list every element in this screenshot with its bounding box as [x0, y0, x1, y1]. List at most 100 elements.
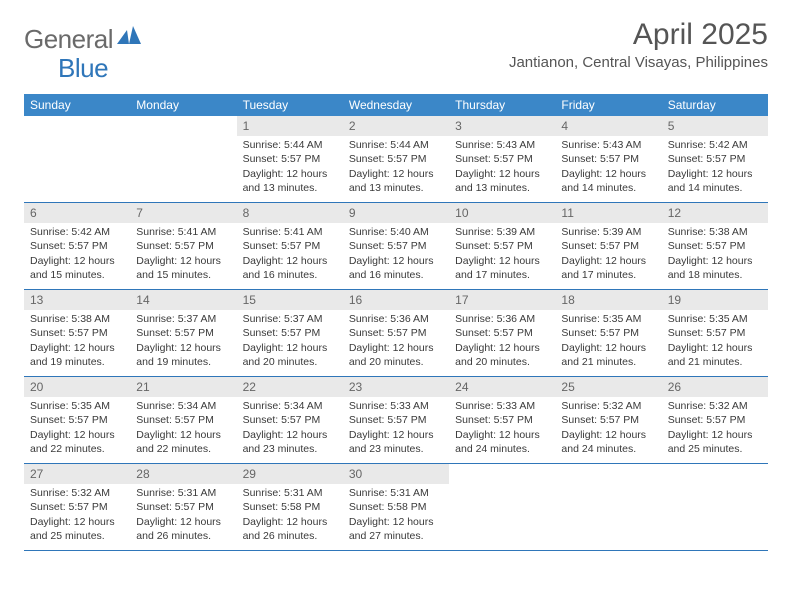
day-number: 20: [24, 377, 130, 397]
daylight-text: and 20 minutes.: [243, 355, 337, 369]
sunset-text: Sunset: 5:57 PM: [455, 152, 549, 166]
day-cell: [449, 464, 555, 550]
sunset-text: Sunset: 5:57 PM: [455, 239, 549, 253]
day-cell: 6Sunrise: 5:42 AMSunset: 5:57 PMDaylight…: [24, 203, 130, 289]
day-cell: 19Sunrise: 5:35 AMSunset: 5:57 PMDayligh…: [662, 290, 768, 376]
sunrise-text: Sunrise: 5:33 AM: [349, 399, 443, 413]
daylight-text: and 19 minutes.: [136, 355, 230, 369]
daylight-text: Daylight: 12 hours: [455, 254, 549, 268]
day-cell: 29Sunrise: 5:31 AMSunset: 5:58 PMDayligh…: [237, 464, 343, 550]
day-body: Sunrise: 5:39 AMSunset: 5:57 PMDaylight:…: [555, 223, 661, 286]
day-number: 13: [24, 290, 130, 310]
day-number: 25: [555, 377, 661, 397]
day-body: Sunrise: 5:31 AMSunset: 5:57 PMDaylight:…: [130, 484, 236, 547]
day-body: Sunrise: 5:34 AMSunset: 5:57 PMDaylight:…: [130, 397, 236, 460]
sunset-text: Sunset: 5:57 PM: [349, 413, 443, 427]
daylight-text: and 22 minutes.: [136, 442, 230, 456]
sunrise-text: Sunrise: 5:31 AM: [243, 486, 337, 500]
day-body: Sunrise: 5:37 AMSunset: 5:57 PMDaylight:…: [130, 310, 236, 373]
daylight-text: and 24 minutes.: [455, 442, 549, 456]
daylight-text: and 16 minutes.: [243, 268, 337, 282]
sunset-text: Sunset: 5:57 PM: [136, 500, 230, 514]
daylight-text: and 19 minutes.: [30, 355, 124, 369]
sunrise-text: Sunrise: 5:32 AM: [561, 399, 655, 413]
sunrise-text: Sunrise: 5:31 AM: [349, 486, 443, 500]
day-body: Sunrise: 5:35 AMSunset: 5:57 PMDaylight:…: [555, 310, 661, 373]
daylight-text: and 26 minutes.: [243, 529, 337, 543]
day-body: Sunrise: 5:41 AMSunset: 5:57 PMDaylight:…: [237, 223, 343, 286]
sunrise-text: Sunrise: 5:36 AM: [349, 312, 443, 326]
daylight-text: and 13 minutes.: [243, 181, 337, 195]
day-body: [449, 482, 555, 488]
sunset-text: Sunset: 5:57 PM: [349, 152, 443, 166]
day-body: Sunrise: 5:33 AMSunset: 5:57 PMDaylight:…: [449, 397, 555, 460]
daylight-text: Daylight: 12 hours: [349, 341, 443, 355]
daylight-text: Daylight: 12 hours: [349, 515, 443, 529]
day-cell: 26Sunrise: 5:32 AMSunset: 5:57 PMDayligh…: [662, 377, 768, 463]
weekday-header: Saturday: [662, 94, 768, 116]
day-number: 27: [24, 464, 130, 484]
sunset-text: Sunset: 5:57 PM: [136, 239, 230, 253]
day-number: 11: [555, 203, 661, 223]
day-number: 7: [130, 203, 236, 223]
daylight-text: Daylight: 12 hours: [561, 428, 655, 442]
day-body: Sunrise: 5:35 AMSunset: 5:57 PMDaylight:…: [24, 397, 130, 460]
day-number: 17: [449, 290, 555, 310]
day-cell: 28Sunrise: 5:31 AMSunset: 5:57 PMDayligh…: [130, 464, 236, 550]
day-cell: 13Sunrise: 5:38 AMSunset: 5:57 PMDayligh…: [24, 290, 130, 376]
day-cell: [130, 116, 236, 202]
day-body: Sunrise: 5:35 AMSunset: 5:57 PMDaylight:…: [662, 310, 768, 373]
day-body: Sunrise: 5:36 AMSunset: 5:57 PMDaylight:…: [343, 310, 449, 373]
calendar-title: April 2025: [509, 18, 768, 52]
daylight-text: Daylight: 12 hours: [243, 167, 337, 181]
week-row: 1Sunrise: 5:44 AMSunset: 5:57 PMDaylight…: [24, 116, 768, 203]
sunrise-text: Sunrise: 5:43 AM: [455, 138, 549, 152]
daylight-text: and 13 minutes.: [455, 181, 549, 195]
weekday-header-row: Sunday Monday Tuesday Wednesday Thursday…: [24, 94, 768, 116]
sunset-text: Sunset: 5:58 PM: [243, 500, 337, 514]
day-number: 18: [555, 290, 661, 310]
day-body: [24, 134, 130, 140]
daylight-text: and 21 minutes.: [668, 355, 762, 369]
day-body: Sunrise: 5:32 AMSunset: 5:57 PMDaylight:…: [555, 397, 661, 460]
daylight-text: Daylight: 12 hours: [349, 167, 443, 181]
day-body: Sunrise: 5:44 AMSunset: 5:57 PMDaylight:…: [343, 136, 449, 199]
day-body: Sunrise: 5:42 AMSunset: 5:57 PMDaylight:…: [24, 223, 130, 286]
daylight-text: Daylight: 12 hours: [349, 254, 443, 268]
sunset-text: Sunset: 5:57 PM: [561, 326, 655, 340]
daylight-text: and 17 minutes.: [561, 268, 655, 282]
day-cell: 4Sunrise: 5:43 AMSunset: 5:57 PMDaylight…: [555, 116, 661, 202]
sunset-text: Sunset: 5:57 PM: [243, 326, 337, 340]
sunset-text: Sunset: 5:57 PM: [668, 152, 762, 166]
day-number: 16: [343, 290, 449, 310]
day-number: 30: [343, 464, 449, 484]
sunset-text: Sunset: 5:57 PM: [243, 152, 337, 166]
day-cell: 23Sunrise: 5:33 AMSunset: 5:57 PMDayligh…: [343, 377, 449, 463]
sunset-text: Sunset: 5:57 PM: [455, 326, 549, 340]
day-cell: 2Sunrise: 5:44 AMSunset: 5:57 PMDaylight…: [343, 116, 449, 202]
sunrise-text: Sunrise: 5:41 AM: [243, 225, 337, 239]
sunset-text: Sunset: 5:57 PM: [349, 239, 443, 253]
sunset-text: Sunset: 5:57 PM: [30, 413, 124, 427]
sunset-text: Sunset: 5:57 PM: [243, 413, 337, 427]
daylight-text: Daylight: 12 hours: [243, 515, 337, 529]
sunset-text: Sunset: 5:57 PM: [243, 239, 337, 253]
daylight-text: and 20 minutes.: [349, 355, 443, 369]
sunset-text: Sunset: 5:57 PM: [668, 239, 762, 253]
daylight-text: Daylight: 12 hours: [136, 254, 230, 268]
daylight-text: and 14 minutes.: [668, 181, 762, 195]
day-body: Sunrise: 5:31 AMSunset: 5:58 PMDaylight:…: [237, 484, 343, 547]
day-body: Sunrise: 5:42 AMSunset: 5:57 PMDaylight:…: [662, 136, 768, 199]
day-cell: 20Sunrise: 5:35 AMSunset: 5:57 PMDayligh…: [24, 377, 130, 463]
sunrise-text: Sunrise: 5:44 AM: [243, 138, 337, 152]
weekday-header: Tuesday: [237, 94, 343, 116]
day-cell: 9Sunrise: 5:40 AMSunset: 5:57 PMDaylight…: [343, 203, 449, 289]
day-cell: 24Sunrise: 5:33 AMSunset: 5:57 PMDayligh…: [449, 377, 555, 463]
day-body: Sunrise: 5:36 AMSunset: 5:57 PMDaylight:…: [449, 310, 555, 373]
daylight-text: Daylight: 12 hours: [561, 167, 655, 181]
sunrise-text: Sunrise: 5:33 AM: [455, 399, 549, 413]
sunrise-text: Sunrise: 5:32 AM: [30, 486, 124, 500]
daylight-text: Daylight: 12 hours: [561, 341, 655, 355]
day-number: [555, 464, 661, 482]
day-cell: 3Sunrise: 5:43 AMSunset: 5:57 PMDaylight…: [449, 116, 555, 202]
